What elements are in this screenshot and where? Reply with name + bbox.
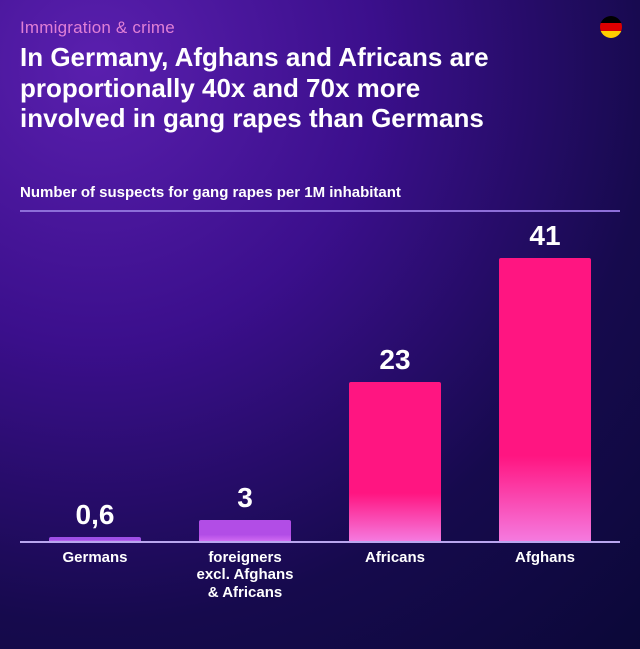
flag-stripe [600, 23, 622, 30]
bar-slot: 41 [470, 258, 620, 541]
bar-value-label: 41 [529, 220, 560, 252]
headline: In Germany, Afghans and Africans are pro… [20, 42, 500, 134]
x-labels-row: Germansforeigners excl. Afghans & Africa… [20, 543, 620, 589]
x-axis-label: Africans [320, 543, 470, 589]
bar-value-label: 23 [379, 344, 410, 376]
bar: 41 [499, 258, 591, 541]
bar: 3 [199, 520, 291, 541]
kicker: Immigration & crime [20, 18, 175, 38]
plot-area: 0,6 3 23 41 Germansforeigners excl. Afghans… [20, 230, 620, 589]
bar-slot: 3 [170, 520, 320, 541]
bar: 23 [349, 382, 441, 541]
flag-stripe [600, 16, 622, 23]
flag-stripe [600, 31, 622, 38]
bar-value-label: 0,6 [76, 499, 115, 531]
bar-value-label: 3 [237, 482, 253, 514]
bar-slot: 23 [320, 382, 470, 541]
subhead: Number of suspects for gang rapes per 1M… [20, 184, 600, 201]
x-axis-label: Afghans [470, 543, 620, 589]
divider-rule [20, 210, 620, 212]
x-axis-label: foreigners excl. Afghans & Africans [170, 543, 320, 589]
chart-card: Immigration & crime In Germany, Afghans … [0, 0, 640, 649]
x-axis-label: Germans [20, 543, 170, 589]
flag-germany-icon [600, 16, 622, 38]
bars-container: 0,6 3 23 41 [20, 230, 620, 541]
